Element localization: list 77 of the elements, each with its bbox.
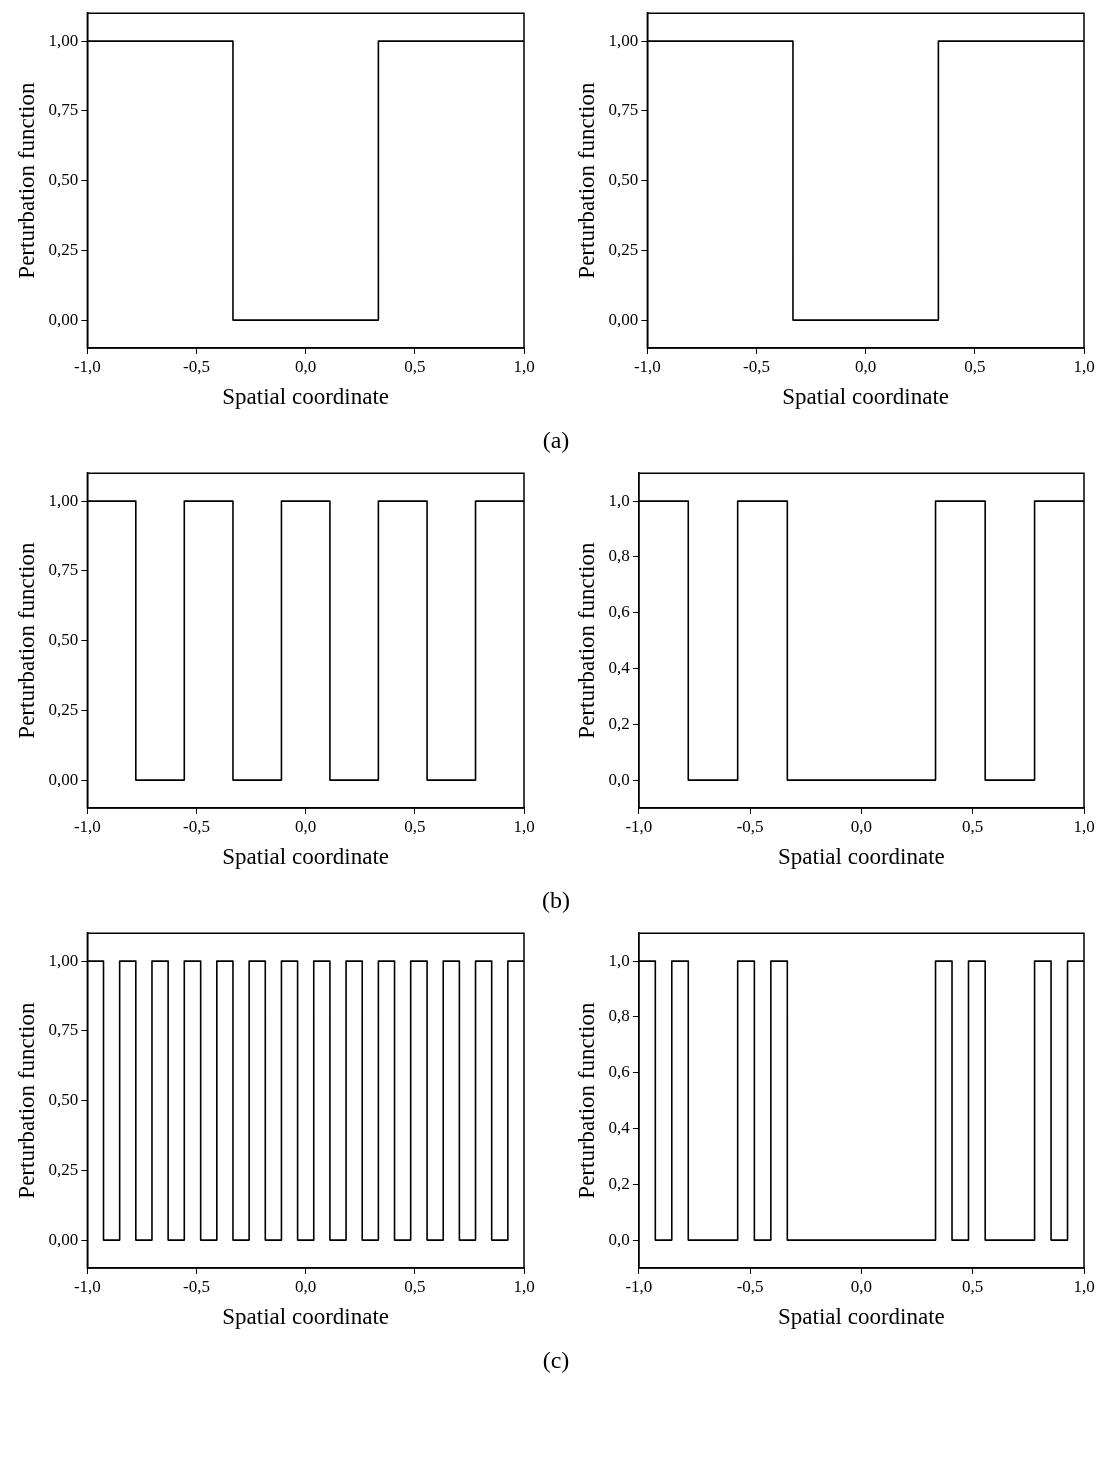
x-axis-title: Spatial coordinate xyxy=(222,844,390,870)
y-tick-label: 0,8 xyxy=(608,1006,630,1026)
y-axis-title: Perturbation function xyxy=(13,82,39,279)
y-tick-label: 0,6 xyxy=(608,1062,630,1082)
text: (b) xyxy=(541,886,571,915)
x-tick-label: -0,5 xyxy=(183,356,210,376)
y-tick-label: 0,6 xyxy=(608,602,630,622)
x-tick-label: -1,0 xyxy=(73,356,101,376)
y-tick-label: 0,25 xyxy=(48,1159,79,1179)
x-tick-label: 0,5 xyxy=(962,1276,984,1296)
x-tick-label: 1,0 xyxy=(1073,1276,1095,1296)
x-tick-label: 0,0 xyxy=(295,1276,317,1296)
x-axis-title: Spatial coordinate xyxy=(778,1304,945,1330)
x-axis-title: Spatial coordinate xyxy=(778,844,945,870)
x-tick-label: 0,0 xyxy=(850,1276,873,1296)
x-tick-label: 0,0 xyxy=(855,356,877,376)
y-tick-label: 0,50 xyxy=(48,170,79,190)
y-tick-label: 0,00 xyxy=(48,309,79,329)
x-tick-label: -1,0 xyxy=(73,1276,101,1296)
x-tick-label: -0,5 xyxy=(183,1276,210,1296)
x-tick-label: 0,5 xyxy=(404,1276,426,1296)
x-tick-label: -1,0 xyxy=(625,1276,653,1296)
y-tick-label: 0,25 xyxy=(608,239,639,259)
x-tick-label: 0,5 xyxy=(962,816,984,836)
y-tick-label: 1,00 xyxy=(608,30,639,50)
y-axis-title: Perturbation function xyxy=(573,542,599,739)
x-axis-title: Spatial coordinate xyxy=(222,1304,390,1330)
y-tick-label: 1,00 xyxy=(48,490,79,510)
x-tick-label: -0,5 xyxy=(183,816,210,836)
x-tick-label: 0,5 xyxy=(404,816,426,836)
y-tick-label: 0,00 xyxy=(48,1229,79,1249)
y-tick-label: 0,2 xyxy=(608,1173,630,1193)
y-tick-label: 0,25 xyxy=(48,699,79,719)
x-tick-label: 0,5 xyxy=(964,356,986,376)
x-tick-label: 1,0 xyxy=(513,1276,535,1296)
x-axis-title: Spatial coordinate xyxy=(782,384,950,410)
y-axis-title: Perturbation function xyxy=(13,1002,39,1199)
x-axis-title: Spatial coordinate xyxy=(222,384,390,410)
x-tick-label: -1,0 xyxy=(73,816,101,836)
text: (a) xyxy=(541,426,571,455)
y-tick-label: 1,0 xyxy=(608,490,630,510)
y-axis-title: Perturbation function xyxy=(573,1002,599,1199)
x-tick-label: 0,0 xyxy=(850,816,873,836)
x-tick-label: -0,5 xyxy=(736,1276,764,1296)
y-tick-label: 0,2 xyxy=(608,713,630,733)
y-tick-label: 0,00 xyxy=(48,769,79,789)
x-tick-label: 0,5 xyxy=(404,356,426,376)
y-tick-label: 0,00 xyxy=(608,309,639,329)
x-tick-label: -1,0 xyxy=(633,356,661,376)
y-tick-label: 0,0 xyxy=(608,769,630,789)
y-tick-label: 0,75 xyxy=(48,560,79,580)
x-tick-label: 0,0 xyxy=(295,356,317,376)
y-tick-label: 1,00 xyxy=(48,30,79,50)
y-tick-label: 1,0 xyxy=(608,950,630,970)
y-tick-label: 0,75 xyxy=(48,100,79,120)
x-tick-label: -0,5 xyxy=(736,816,764,836)
x-tick-label: 1,0 xyxy=(513,356,535,376)
y-tick-label: 0,50 xyxy=(608,170,639,190)
y-tick-label: 0,50 xyxy=(48,1090,79,1110)
x-tick-label: 1,0 xyxy=(513,816,535,836)
y-tick-label: 0,8 xyxy=(608,546,630,566)
y-tick-label: 0,4 xyxy=(608,657,631,677)
y-tick-label: 0,50 xyxy=(48,630,79,650)
x-tick-label: 1,0 xyxy=(1073,356,1095,376)
y-tick-label: 0,25 xyxy=(48,239,79,259)
x-tick-label: -0,5 xyxy=(743,356,770,376)
y-tick-label: 0,75 xyxy=(608,100,639,120)
y-tick-label: 0,75 xyxy=(48,1020,79,1040)
y-tick-label: 0,4 xyxy=(608,1117,631,1137)
text: (c) xyxy=(541,1346,571,1375)
y-tick-label: 0,0 xyxy=(608,1229,630,1249)
y-axis-title: Perturbation function xyxy=(573,82,599,279)
x-tick-label: 0,0 xyxy=(295,816,317,836)
y-axis-title: Perturbation function xyxy=(13,542,39,739)
x-tick-label: -1,0 xyxy=(625,816,653,836)
x-tick-label: 1,0 xyxy=(1073,816,1095,836)
y-tick-label: 1,00 xyxy=(48,950,79,970)
